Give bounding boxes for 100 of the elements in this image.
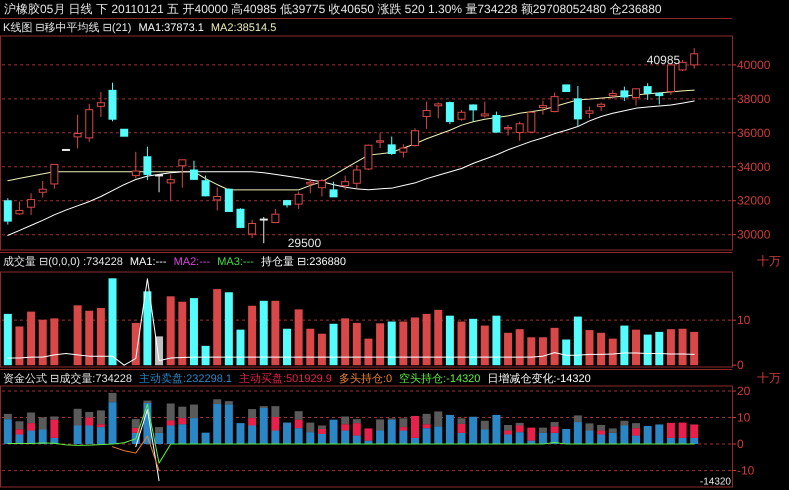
bar	[213, 289, 222, 366]
series-label: 主动卖盘:232298.1	[139, 372, 232, 385]
bar	[516, 422, 524, 426]
bar	[538, 428, 547, 433]
y-tick-label: 38000	[737, 92, 771, 106]
bar	[458, 424, 466, 433]
text: 主动买盘:501929.9	[238, 372, 332, 385]
bar	[50, 420, 58, 438]
bar	[341, 318, 350, 366]
bar	[74, 305, 82, 366]
text: 日增减仓变化:-14320	[487, 372, 591, 385]
bar	[85, 418, 94, 426]
bar	[341, 416, 350, 424]
bar	[178, 424, 186, 444]
bar	[306, 422, 314, 432]
bar	[294, 309, 303, 366]
bar	[666, 438, 675, 444]
bar	[27, 423, 36, 431]
bar	[399, 430, 408, 444]
bar	[213, 399, 222, 404]
bar	[644, 426, 652, 444]
bar	[434, 426, 442, 444]
bar	[632, 330, 640, 366]
y-tick-label: 10	[737, 410, 751, 425]
bar	[538, 432, 547, 444]
bar	[446, 316, 454, 366]
bar	[620, 326, 628, 366]
bar	[504, 424, 512, 431]
bar	[527, 428, 536, 441]
bar	[585, 330, 594, 366]
bar	[388, 420, 396, 444]
bar	[434, 411, 442, 427]
bar	[410, 438, 419, 444]
bar	[597, 424, 606, 431]
bar	[155, 427, 164, 433]
bar	[492, 316, 500, 366]
bar	[469, 416, 478, 444]
bar	[666, 422, 675, 438]
bar	[422, 424, 431, 428]
bar	[330, 324, 338, 366]
bar	[352, 322, 361, 366]
chart-subtitle: 资金公式 ⊟成交量:734228	[3, 372, 132, 385]
bar	[666, 329, 675, 366]
bar	[166, 426, 175, 444]
bar	[597, 430, 606, 435]
annotation: -14320	[700, 476, 732, 488]
bar	[446, 414, 454, 444]
bar	[50, 416, 58, 420]
bar	[330, 420, 338, 444]
bar	[388, 322, 396, 366]
bar	[597, 434, 606, 444]
bar	[597, 332, 606, 366]
bar	[480, 429, 489, 444]
bar	[458, 322, 466, 366]
bar	[38, 429, 47, 444]
bar	[294, 420, 303, 428]
bar	[96, 424, 105, 428]
bar	[271, 406, 280, 418]
bar	[166, 403, 175, 420]
y-tick-label: 0	[737, 358, 744, 372]
bar	[202, 346, 210, 366]
candlestick	[213, 186, 222, 211]
line-series	[7, 404, 695, 464]
bar	[690, 332, 698, 366]
bar	[178, 418, 186, 424]
bar	[96, 308, 105, 366]
bar	[376, 323, 384, 366]
bar	[224, 401, 233, 404]
bar	[318, 426, 326, 429]
candlestick	[294, 191, 303, 210]
bar	[690, 424, 698, 438]
bar	[96, 427, 105, 444]
bar	[318, 428, 326, 434]
y-tick-label: 34000	[737, 160, 771, 174]
bar	[562, 428, 570, 444]
candlestick	[143, 146, 152, 181]
bar	[202, 432, 210, 444]
text: 空头持仓:-14320	[399, 372, 480, 385]
line-series	[7, 100, 695, 236]
bar	[364, 338, 372, 366]
bar	[341, 430, 350, 444]
bar	[516, 426, 524, 432]
candlestick	[538, 100, 547, 116]
candlestick	[422, 101, 431, 130]
bar	[248, 409, 256, 418]
bar	[190, 404, 198, 418]
bar	[27, 412, 36, 424]
bar	[678, 328, 687, 366]
bar	[585, 423, 594, 431]
y-tick-label: -10	[737, 464, 755, 478]
bar	[550, 328, 559, 366]
bar	[644, 334, 652, 366]
bar	[224, 292, 233, 366]
bar	[678, 438, 687, 444]
bar	[527, 337, 536, 366]
bar	[410, 317, 419, 366]
bar	[4, 414, 12, 420]
bar	[538, 337, 547, 366]
bar	[352, 436, 361, 444]
annotation: 29500	[288, 236, 322, 250]
